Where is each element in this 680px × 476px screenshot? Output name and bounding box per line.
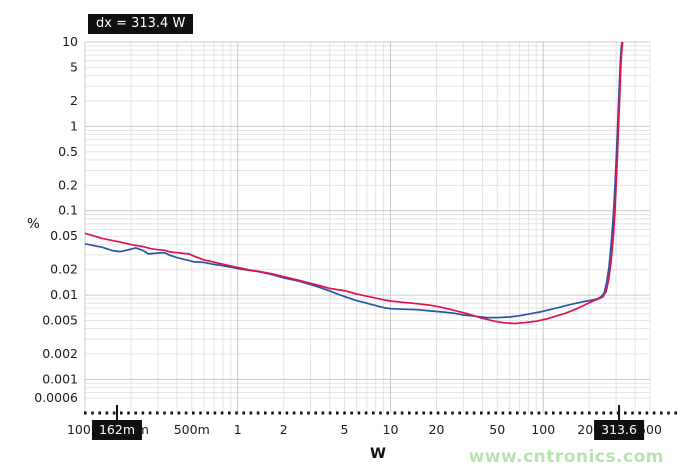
- y-tick-label: 0.005: [42, 312, 78, 327]
- y-tick-label: 0.05: [50, 228, 78, 243]
- y-tick-label: 0.001: [42, 371, 78, 386]
- y-tick-label: 0.5: [58, 144, 78, 159]
- x-tick-label: 5: [341, 422, 349, 437]
- y-tick-label: 0.01: [50, 287, 78, 302]
- y-axis-title: %: [27, 216, 40, 232]
- x-tick-label: 100: [531, 422, 555, 437]
- x-tick-labels: 100m200m500m125102050100200500: [67, 422, 662, 437]
- error-curve-blue: [84, 41, 623, 319]
- cursor-dx-readout: dx = 313.4 W: [88, 14, 194, 34]
- x-tick-label: 50: [489, 422, 505, 437]
- y-tick-label: 0.02: [50, 262, 78, 277]
- grid-major: [84, 41, 650, 413]
- x-tick-label: 1: [234, 422, 242, 437]
- y-tick-label: 0.2: [58, 177, 78, 192]
- y-tick-label: 0.002: [42, 346, 78, 361]
- watermark: www.cntronics.com: [468, 447, 664, 467]
- x-tick-label: 2: [280, 422, 288, 437]
- x-tick-label: 20: [429, 422, 445, 437]
- error-curve-red: [84, 41, 624, 325]
- x-axis-title: W: [370, 446, 386, 462]
- y-tick-label: 0.1: [58, 203, 78, 218]
- y-tick-labels: 10 5 2 1 0.5 0.2 0.1 0.05 0.02 0.01 0.005 0.002 0.00…: [34, 34, 78, 405]
- grid-minor: [85, 42, 651, 413]
- y-tick-label: 5: [70, 59, 78, 74]
- x-tick-label: 10: [383, 422, 399, 437]
- x-tick-label: 500m: [174, 422, 210, 437]
- cursor-marker-x1[interactable]: 162m: [91, 420, 143, 440]
- x-tick-label: 500: [638, 422, 662, 437]
- y-tick-label: 2: [70, 93, 78, 108]
- y-tick-label: 0.0006: [34, 390, 78, 405]
- cursor-marker-x2[interactable]: 313.6: [594, 420, 644, 440]
- y-tick-label: 1: [70, 118, 78, 133]
- y-tick-label: 10: [62, 34, 78, 49]
